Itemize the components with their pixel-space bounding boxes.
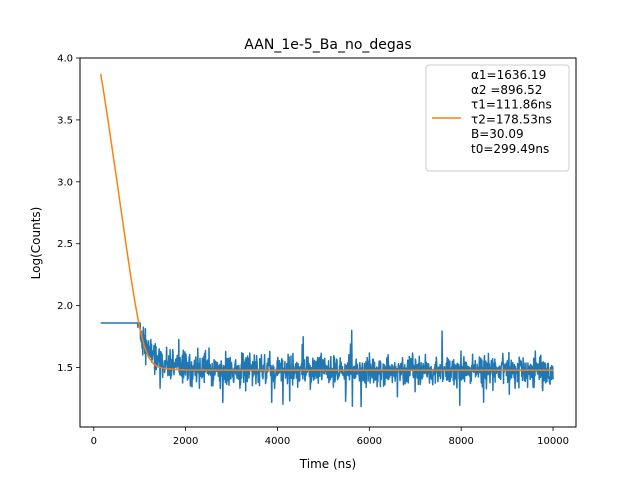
y-tick-label: 3.5 (57, 115, 73, 126)
y-axis-label: Log(Counts) (29, 207, 43, 280)
x-tick-label: 6000 (357, 436, 382, 447)
y-tick-label: 2.0 (57, 301, 73, 312)
x-axis-label: Time (ns) (299, 457, 356, 471)
legend-entry-line: t0=299.49ns (471, 142, 549, 156)
measured-series-line (100, 322, 554, 408)
legend-entry-line: α1=1636.19 (471, 68, 546, 82)
y-tick-label: 2.5 (57, 239, 73, 250)
x-tick-label: 8000 (448, 436, 473, 447)
legend-entry-line: τ1=111.86ns (471, 98, 552, 112)
fit-series-line (99, 73, 553, 372)
chart-title: AAN_1e-5_Ba_no_degas (244, 37, 411, 53)
x-tick-label: 2000 (173, 436, 198, 447)
x-tick-label: 10000 (537, 436, 569, 447)
plot-area (99, 73, 554, 408)
y-tick-label: 3.0 (57, 177, 73, 188)
legend-entry-line: α2 =896.52 (471, 83, 542, 97)
x-tick-label: 4000 (265, 436, 290, 447)
y-tick-label: 4.0 (57, 54, 73, 65)
y-tick-label: 1.5 (57, 363, 73, 374)
legend-box (425, 64, 570, 172)
x-tick-label: 0 (91, 436, 97, 447)
axes-frame (79, 57, 577, 428)
legend-entry-line: τ2=178.53ns (471, 112, 552, 126)
plot-layer (99, 73, 554, 408)
legend-entry-line: B=30.09 (471, 127, 524, 141)
axes-layer: 0 2000 4000 6000 8000 10000 1.5 2.0 2.5 3.0 3.5 4.0 (57, 54, 577, 447)
